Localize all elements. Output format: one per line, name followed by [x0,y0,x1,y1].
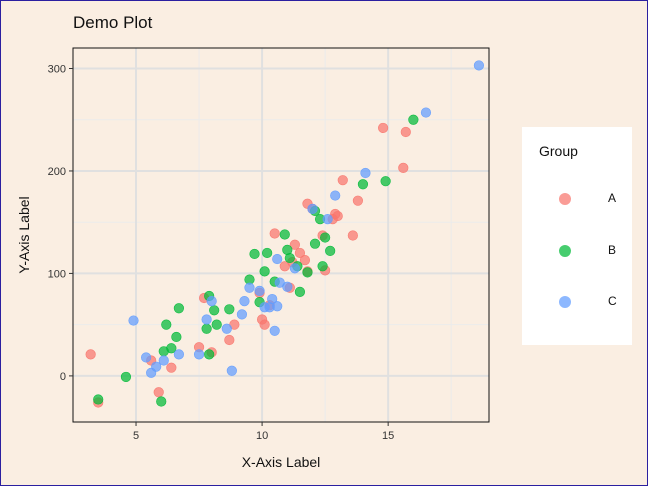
data-point-b [201,323,212,334]
data-point-b [309,238,321,249]
data-point-a [269,228,280,239]
data-point-a [337,175,348,186]
x-tick-label: 5 [133,430,139,442]
data-point-c [239,295,250,307]
data-point-b [262,247,273,259]
data-point-c [267,293,278,305]
legend-label-c: C [608,294,617,308]
data-point-b [211,319,222,330]
grid-major [73,48,489,422]
data-point-b [166,343,177,354]
data-point-b [357,179,369,190]
data-point-a [398,162,409,173]
data-point-a [294,247,306,259]
panel-border [72,47,490,423]
data-point-c [420,107,432,118]
data-point-b [302,267,313,278]
y-tick-label: 200 [48,166,66,178]
data-point-c [221,323,232,334]
data-point-b [171,331,182,343]
data-point-c [289,263,300,274]
data-point-b [209,305,220,316]
data-point-b [173,303,184,314]
data-point-b [204,349,215,360]
y-axis-label: Y-Axis Label [16,196,32,273]
data-point-c [330,190,341,201]
x-tick-label: 10 [256,430,268,442]
data-point-a [224,334,235,346]
y-tick-label: 300 [48,63,66,75]
data-point-c [307,203,318,214]
data-point-b [325,245,336,256]
data-point-a [85,349,96,360]
data-point-a [332,210,343,222]
data-point-a [289,239,300,250]
data-point-c [151,361,162,372]
data-point-a [166,362,177,373]
data-point-c [282,281,293,292]
data-point-a [347,230,358,241]
legend-label-b: B [608,243,617,257]
data-point-c [360,167,371,179]
data-point-a [400,126,411,138]
data-point-b [317,261,328,272]
legend-item-b: B [522,239,632,263]
x-axis-label: X-Axis Label [242,454,321,470]
data-point-c [272,253,283,265]
legend-item-a: A [522,187,632,211]
data-point-a [259,319,270,330]
data-point-c [141,352,152,363]
legend-title: Group [539,143,578,159]
data-point-b [156,396,167,407]
data-point-c [201,314,212,325]
legend: Group A B C [522,127,632,345]
legend-key-b [559,245,571,257]
y-tick-label: 0 [60,371,66,383]
legend-label-a: A [608,191,617,205]
data-point-b [408,114,419,125]
data-point-b [224,304,235,315]
axes: 5 10 15 0 100 200 300 [48,63,395,442]
x-tick-label: 15 [382,430,394,442]
data-point-b [120,371,132,383]
data-point-b [161,319,172,330]
data-point-b [320,232,331,243]
data-point-c [254,285,265,296]
data-point-a [352,195,363,206]
data-points [85,60,485,408]
data-point-b [380,176,391,187]
data-point-b [259,266,270,277]
chart-title: Demo Plot [73,13,153,32]
data-point-b [294,286,306,297]
data-point-c [236,309,248,320]
data-point-c [244,282,255,293]
legend-item-c: C [522,290,632,314]
data-point-c [473,60,485,71]
data-point-c [269,325,280,336]
data-point-c [193,349,205,360]
data-point-b [284,252,295,264]
data-point-b [279,229,290,240]
data-point-c [206,295,217,307]
data-point-b [93,394,104,405]
data-point-c [158,355,169,366]
data-point-b [249,248,260,260]
data-point-c [272,301,283,312]
legend-key-c [559,296,571,308]
data-point-c [128,315,139,326]
data-point-c [173,349,184,360]
y-tick-label: 100 [48,268,66,280]
data-point-a [299,255,311,266]
data-point-c [322,214,333,225]
data-point-c [226,365,237,376]
data-point-a [153,387,164,398]
legend-key-a [559,193,571,205]
data-point-a [378,122,389,134]
